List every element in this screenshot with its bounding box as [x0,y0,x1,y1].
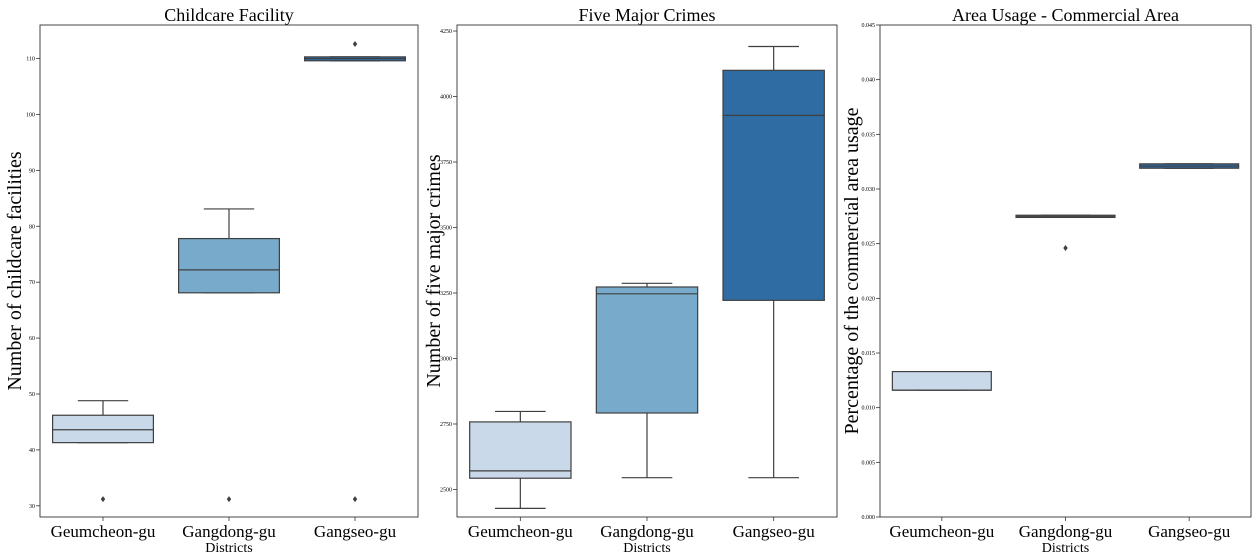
chart-title: Five Major Crimes [579,5,716,25]
y-axis-label: Number of childcare facilities [4,151,26,391]
y-tick-label: 0.040 [862,78,876,84]
x-tick-label: Gangdong-gu [182,522,276,541]
flier-point [226,496,232,503]
y-tick-label: 0.000 [862,515,876,521]
box-body [469,421,572,479]
y-tick-label: 0.030 [862,187,876,193]
y-tick-label: 30 [29,504,35,510]
flier-point [352,41,358,48]
x-tick-label: Gangseo-gu [314,522,397,541]
box-geumcheon-gu [891,370,992,391]
chart-title: Area Usage - Commercial Area [952,5,1179,25]
y-tick-label: 0.045 [862,23,876,29]
box-body [722,69,825,301]
x-tick-label: Geumcheon-gu [889,522,994,541]
y-tick-label: 60 [29,336,35,342]
y-tick-label: 3750 [440,160,452,166]
chart-title: Childcare Facility [164,5,293,25]
plot-frame [879,24,1252,518]
y-axis-label: Number of five major crimes [423,154,445,387]
y-tick-label: 0.010 [862,406,876,412]
plot-frame [39,24,419,518]
flier-point [100,496,106,503]
x-axis-label: Districts [1042,541,1089,553]
y-tick-label: 40 [29,448,35,454]
x-tick-label: Gangseo-gu [733,522,816,541]
box-gangseo-gu [722,45,825,479]
box-body [178,237,281,294]
box-gangdong-gu [178,208,281,503]
y-tick-label: 0.015 [862,351,876,357]
box-geumcheon-gu [469,410,572,509]
chart-panel-1: Childcare Facility Number of childcare fa… [4,5,419,553]
x-axis-label: Districts [623,541,670,553]
y-axis-label: Percentage of the commercial area usage [841,107,863,434]
x-tick-label: Gangseo-gu [1148,522,1231,541]
y-tick-label: 90 [29,168,35,174]
box-body [51,414,155,444]
y-tick-label: 0.025 [862,242,876,248]
y-tick-label: 80 [29,224,35,230]
chart-panel-2: Five Major Crimes Number of five major cr… [423,5,838,553]
y-tick-label: 2500 [440,487,452,493]
x-tick-label: Gangdong-gu [600,522,694,541]
x-axis-label: Districts [205,541,252,553]
y-tick-label: 4250 [440,29,452,35]
box-geumcheon-gu [51,400,155,503]
chart-panel-3: Area Usage - Commercial Area Percentage o… [841,5,1252,553]
x-tick-label: Geumcheon-gu [51,522,156,541]
flier-point [352,496,358,503]
y-tick-label: 2750 [440,422,452,428]
y-tick-label: 50 [29,392,35,398]
box-body [891,370,992,391]
box-gangseo-gu [304,41,407,503]
y-tick-label: 3250 [440,291,452,297]
y-tick-label: 3500 [440,226,452,232]
y-tick-label: 0.020 [862,296,876,302]
y-tick-label: 4000 [440,95,452,101]
y-tick-label: 110 [26,57,35,63]
y-tick-label: 70 [29,280,35,286]
x-tick-label: Gangdong-gu [1019,522,1113,541]
flier-point [1063,245,1068,252]
box-gangdong-gu [595,282,699,479]
plot-frame [456,24,838,518]
box-gangdong-gu [1015,214,1116,252]
x-tick-label: Geumcheon-gu [468,522,573,541]
y-tick-label: 0.005 [862,460,876,466]
y-tick-label: 0.035 [862,132,876,138]
y-tick-label: 3000 [440,357,452,363]
box-body [595,286,699,414]
y-tick-label: 100 [26,112,35,118]
box-gangseo-gu [1139,163,1240,169]
